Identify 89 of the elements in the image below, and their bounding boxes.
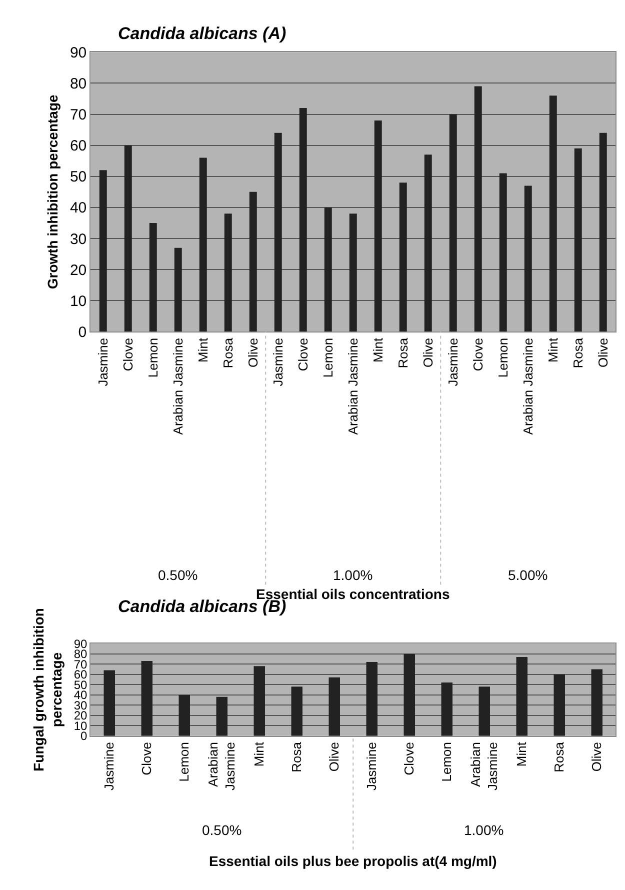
x-tick-label: Olive [245,338,260,368]
bar [178,694,190,736]
bar [324,207,332,332]
text: 0.50% [158,567,198,583]
x-tick-label: Rosa [570,337,586,368]
y-tick-label: 70 [70,106,87,124]
chart-title: Candida albicans (A) [118,24,286,43]
x-axis-title: Essential oils plus bee propolis at(4 mg/ml) [209,853,497,869]
y-axis-title: Growth inhibition percentage [44,94,61,290]
bar [404,654,416,736]
x-tick-label: Mint [514,742,530,767]
bar [516,656,528,736]
x-tick-label: Jasmine [102,742,117,790]
y-tick-label: 20 [70,262,87,279]
x-tick-label: Mint [545,338,560,362]
bar [104,670,116,736]
bar [366,662,378,736]
bar [574,148,582,332]
x-tick-label: Clove [139,742,154,776]
text: 1.00% [333,567,373,583]
x-tick-label: Olive [595,338,610,368]
x-tick-label: Arabian Jasmine [170,338,186,435]
x-tick-label: Mint [195,338,210,362]
x-tick-label: Mint [370,338,386,362]
y-axis-title: Fungal growth inhibition percentage [30,608,64,772]
x-tick-label: Clove [470,338,486,372]
bar [374,120,382,332]
x-tick-label: Clove [120,338,136,372]
bar [549,96,557,332]
bar [254,666,266,736]
bar [274,132,282,332]
x-tick-label: Clove [295,338,310,372]
x-tick-label: Lemon [145,338,160,378]
x-tick-label: Rosa [552,741,567,772]
x-tick-label: Lemon [176,742,192,782]
bar [449,114,457,332]
bar [524,186,532,332]
bar [199,158,207,332]
bar [216,696,228,736]
x-tick-label: Jasmine [270,338,286,386]
bar [149,222,157,332]
bar [399,182,407,332]
x-tick-label: Olive [326,742,342,772]
bar [499,173,507,332]
y-tick-label: 90 [70,44,87,62]
bar [291,686,302,736]
bar [424,154,432,332]
x-tick-label: Arabian Jasmine [206,742,238,790]
y-tick-label: 30 [70,230,87,248]
x-tick-label: Mint [252,742,267,767]
y-tick-label: 60 [70,138,87,155]
bar [249,192,257,332]
x-tick-label: Arabian Jasmine [345,338,360,435]
y-tick-label: 10 [70,292,87,310]
bar [599,132,607,332]
bar [141,661,153,736]
x-tick-label: Clove [402,742,417,776]
x-tick-label: Olive [589,742,604,772]
bar [591,669,603,736]
text: 1.00% [464,822,504,838]
bar [99,170,107,332]
x-tick-label: Jasmine [445,338,460,386]
x-tick-label: Lemon [320,338,336,378]
y-tick-label: 50 [70,168,87,186]
x-tick-label: Lemon [439,742,454,782]
x-tick-label: Arabian Jasmine [468,742,500,790]
bar [124,145,132,332]
y-tick-label: 40 [70,200,87,217]
bar [224,214,232,332]
x-tick-label: Rosa [220,337,236,368]
bar [299,108,307,332]
x-tick-label: Jasmine [364,742,380,790]
x-tick-label: Olive [420,338,436,368]
bar [349,214,357,332]
x-tick-label: Rosa [289,741,304,772]
x-tick-label: Jasmine [95,338,110,386]
bar [554,674,566,736]
x-tick-label: Arabian Jasmine [520,338,536,435]
y-tick-label: 0 [78,324,87,341]
bar [478,686,490,736]
y-tick-label: 80 [70,75,87,92]
text: 5.00% [508,567,548,583]
bar [328,677,340,736]
x-tick-label: Rosa [395,337,410,368]
bar [474,86,482,332]
text: 0.50% [202,822,242,838]
bar [174,248,182,332]
bar [441,682,453,736]
x-tick-label: Lemon [495,338,510,378]
